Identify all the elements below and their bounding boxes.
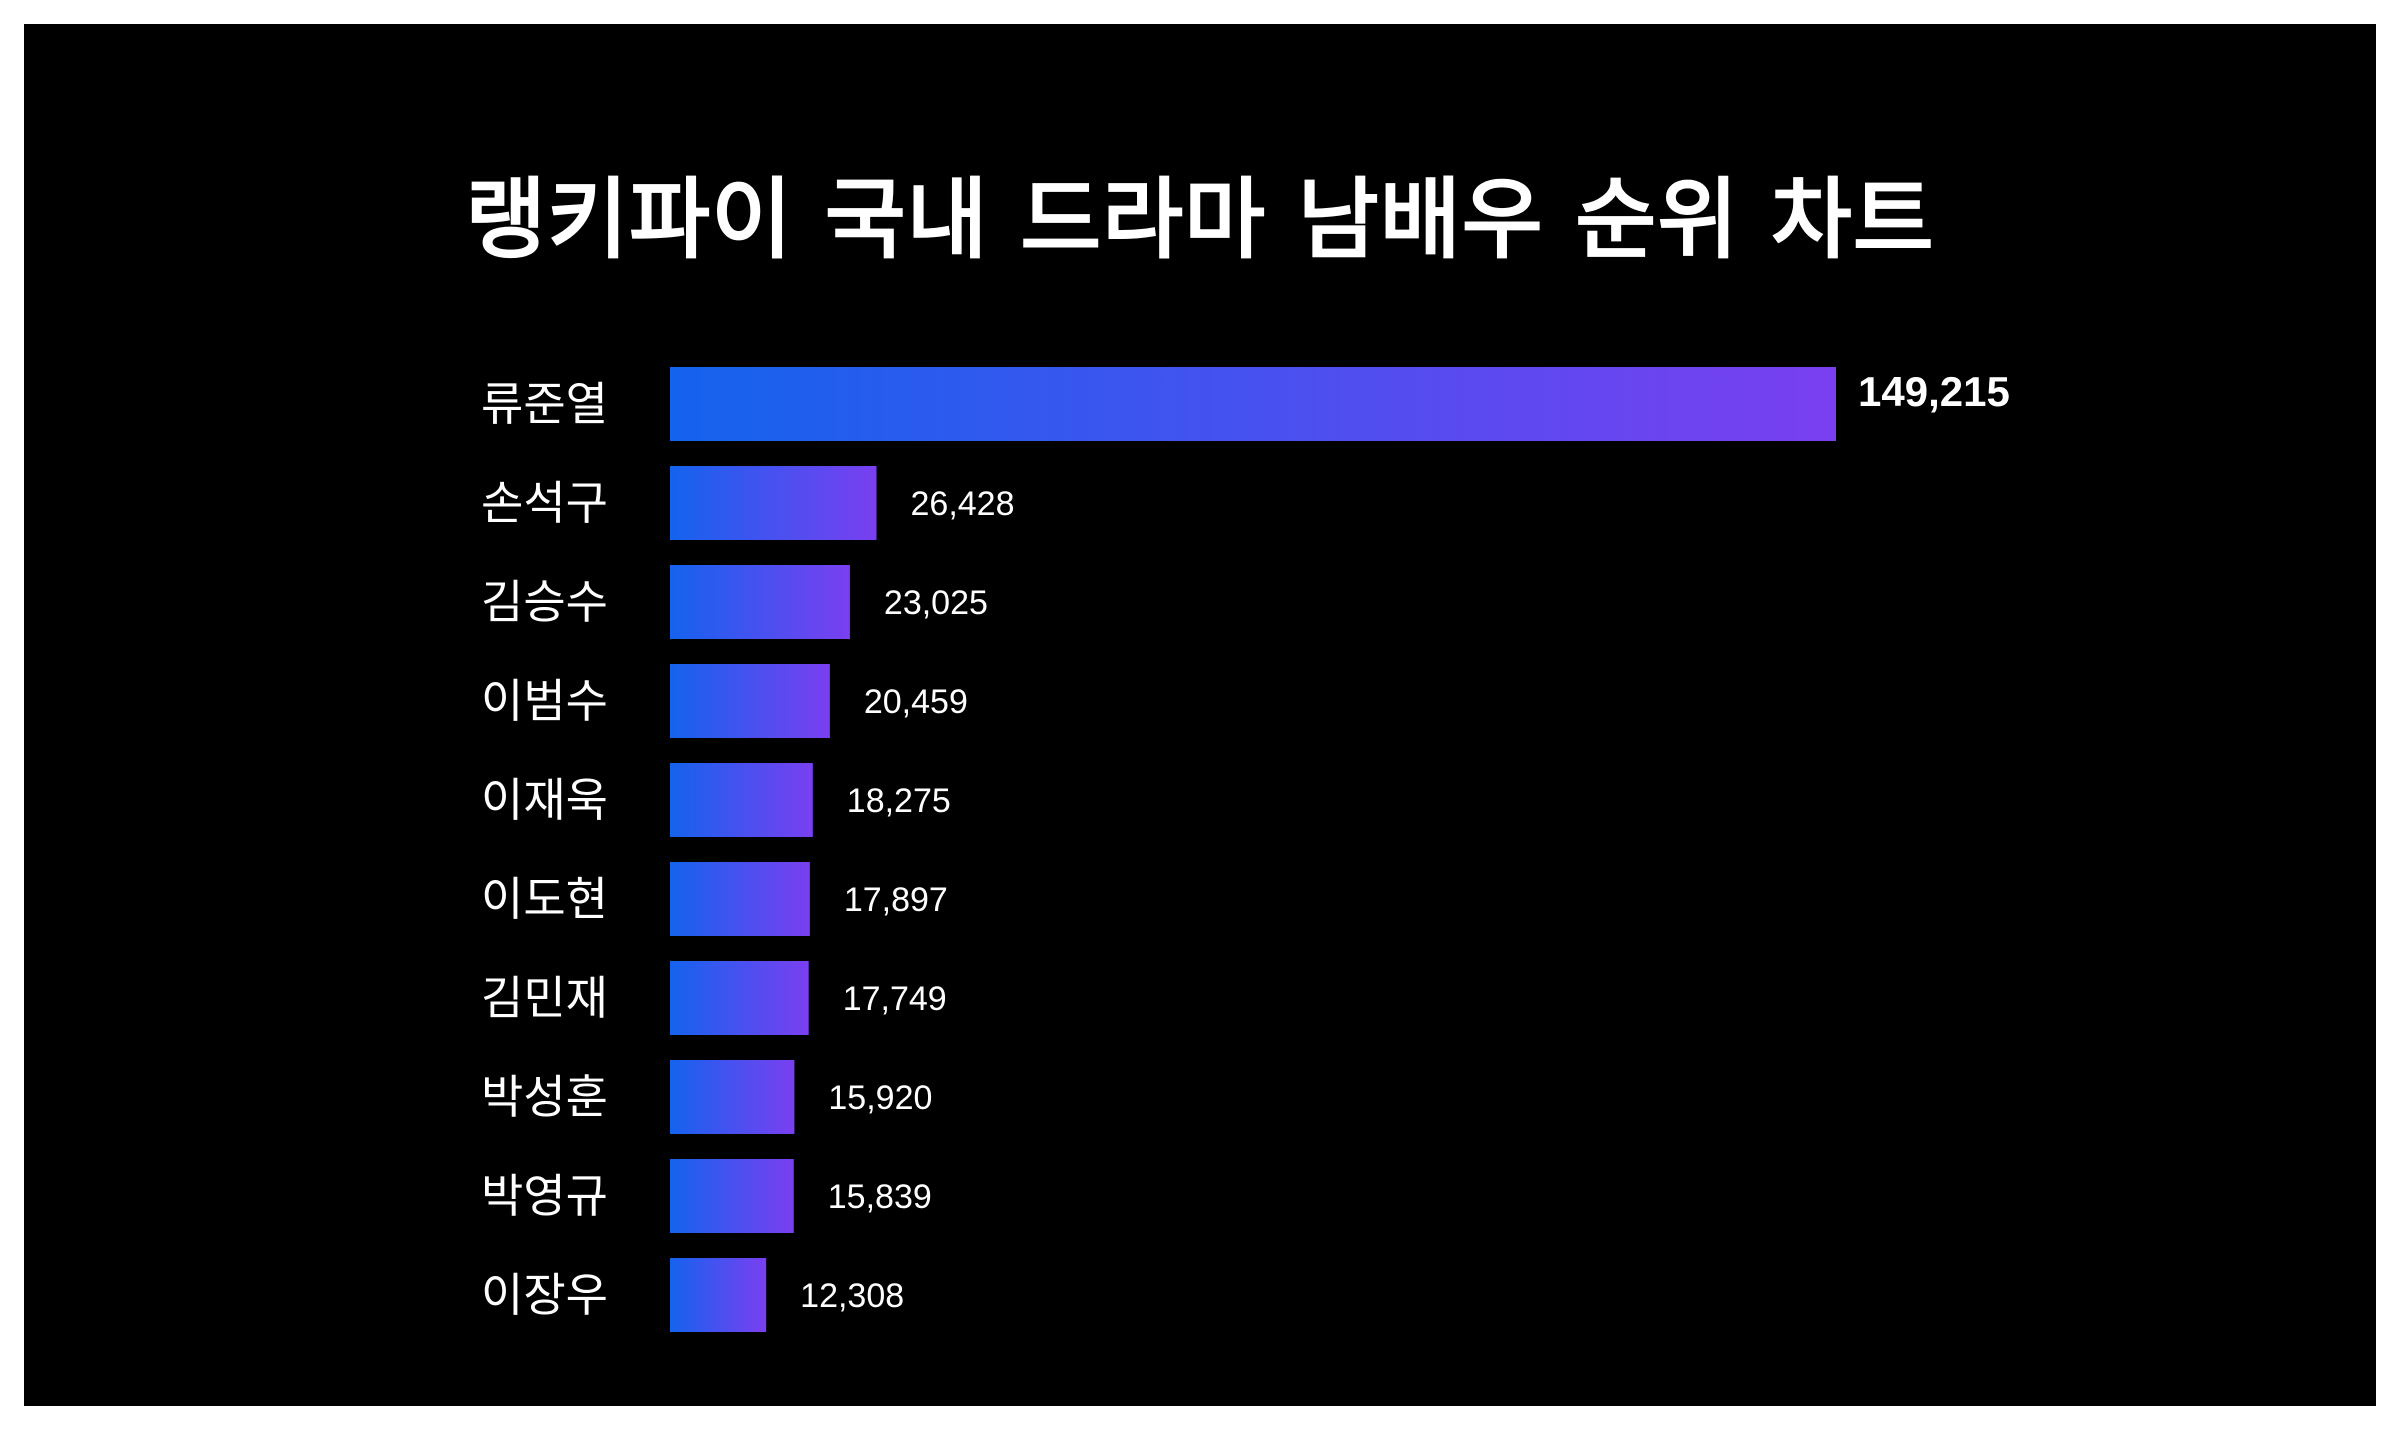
bar — [670, 565, 850, 639]
data-label: 20,459 — [864, 683, 968, 721]
category-label: 이재욱 — [481, 773, 608, 827]
category-label: 박성훈 — [481, 1070, 608, 1124]
bar — [670, 664, 830, 738]
chart-frame: 랭키파이 국내 드라마 남배우 순위 차트 류준열 149,215 손석구 26,42… — [24, 24, 2376, 1406]
bar — [670, 763, 813, 837]
data-label: 149,215 — [1858, 368, 2010, 415]
bar — [670, 961, 809, 1035]
category-label: 이범수 — [481, 674, 608, 728]
data-label: 26,428 — [911, 485, 1015, 523]
category-label: 이도현 — [481, 872, 608, 926]
data-label: 15,839 — [828, 1178, 932, 1216]
bar — [670, 1060, 795, 1134]
category-label: 손석구 — [481, 476, 608, 530]
category-label: 김민재 — [481, 971, 608, 1025]
category-label: 류준열 — [481, 377, 608, 431]
chart-title: 랭키파이 국내 드라마 남배우 순위 차트 — [465, 168, 1935, 271]
bar — [670, 862, 810, 936]
bar — [670, 367, 1836, 441]
data-label: 23,025 — [884, 584, 988, 622]
bar-chart: 류준열 149,215 손석구 26,428 김승수 23,025 이범수 20,459 이재욱… — [481, 367, 2010, 1332]
data-label: 17,897 — [844, 881, 948, 919]
data-label: 17,749 — [843, 980, 947, 1018]
category-label: 김승수 — [481, 575, 608, 629]
data-label: 15,920 — [828, 1079, 932, 1117]
bar — [670, 1258, 767, 1332]
category-label: 이장우 — [481, 1268, 608, 1322]
data-label: 12,308 — [800, 1277, 904, 1315]
data-label: 18,275 — [847, 782, 951, 820]
bar — [670, 1159, 794, 1233]
bar — [670, 466, 877, 540]
category-label: 박영규 — [481, 1169, 608, 1223]
